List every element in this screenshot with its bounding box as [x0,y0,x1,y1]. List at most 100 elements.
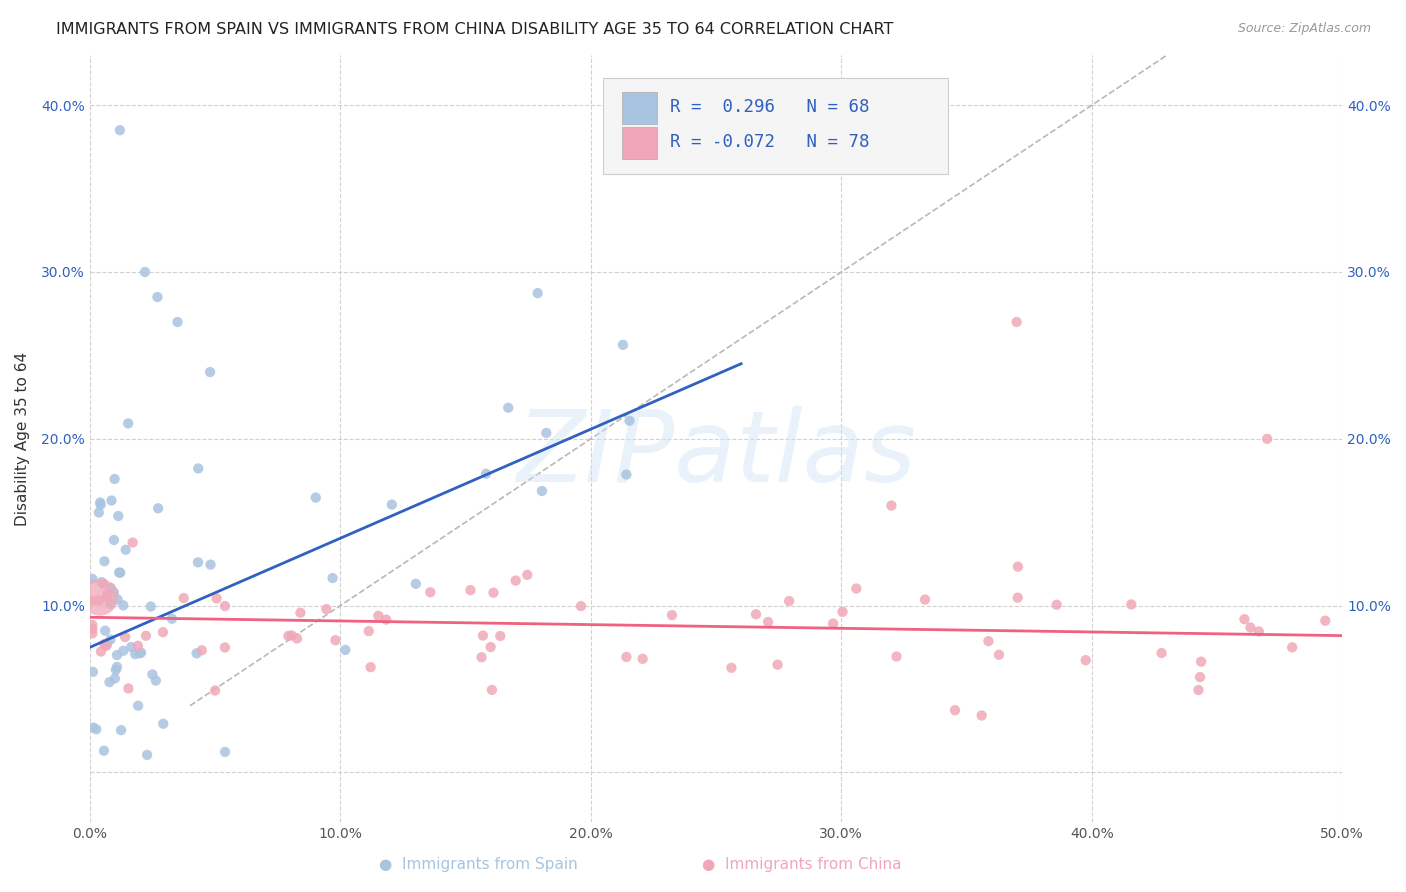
Point [472,629,495,643]
Text: ●  Immigrants from China: ● Immigrants from China [702,857,901,872]
Point [661,608,683,623]
Point [187,555,209,569]
Point [190,643,212,657]
Point [89,591,111,605]
Point [134,265,156,279]
Point [121,535,143,549]
Point [536,425,558,440]
Point [831,605,853,619]
Point [152,625,174,640]
Point [100,581,122,595]
Point [112,644,135,658]
Point [325,633,347,648]
Bar [621,92,657,124]
Point [139,599,162,614]
Point [943,703,966,717]
Point [988,648,1011,662]
Point [204,683,226,698]
Point [108,566,131,580]
Point [127,698,149,713]
Point [82,626,104,640]
Point [616,650,638,665]
Text: ZIPatlas: ZIPatlas [516,406,915,503]
Point [914,592,936,607]
Text: Source: ZipAtlas.com: Source: ZipAtlas.com [1237,22,1371,36]
Bar [621,127,657,159]
Point [305,491,328,505]
Point [766,657,789,672]
Point [146,501,169,516]
Point [114,630,136,644]
Point [277,629,299,643]
Point [93,554,115,568]
Point [128,646,150,660]
Point [103,533,125,547]
Point [96,587,118,601]
Point [107,508,129,523]
FancyBboxPatch shape [603,78,948,174]
Point [1007,591,1029,605]
Point [1150,646,1173,660]
Point [367,608,389,623]
Point [214,599,236,613]
Point [360,660,382,674]
Point [91,576,114,591]
Point [90,575,112,590]
Point [141,667,163,681]
Point [136,747,159,762]
Point [1256,432,1278,446]
Point [357,624,380,638]
Point [823,616,845,631]
Point [104,672,127,686]
Point [381,498,404,512]
Point [173,591,195,605]
Point [96,638,118,652]
Text: R = -0.072   N = 78: R = -0.072 N = 78 [669,133,869,151]
Point [335,643,357,657]
Point [112,599,135,613]
Point [120,640,142,654]
Point [93,637,115,651]
Point [145,673,167,688]
Point [285,632,308,646]
Point [530,483,553,498]
Point [205,591,228,606]
Point [1005,315,1028,329]
Point [290,606,312,620]
Point [405,576,427,591]
Point [482,585,505,599]
Point [89,495,111,509]
Point [375,613,398,627]
Point [87,506,110,520]
Point [105,660,128,674]
Point [84,723,107,737]
Point [631,652,654,666]
Point [94,639,117,653]
Point [720,661,742,675]
Point [612,338,634,352]
Point [419,585,441,599]
Point [98,675,121,690]
Point [104,472,127,486]
Point [569,599,592,613]
Point [970,708,993,723]
Point [778,594,800,608]
Text: IMMIGRANTS FROM SPAIN VS IMMIGRANTS FROM CHINA DISABILITY AGE 35 TO 64 CORRELATI: IMMIGRANTS FROM SPAIN VS IMMIGRANTS FROM… [56,22,894,37]
Point [104,663,127,677]
Point [127,639,149,653]
Point [322,571,344,585]
Point [82,721,104,735]
Point [198,365,221,379]
Point [107,592,129,607]
Point [110,566,132,580]
Point [146,290,169,304]
Point [82,618,104,632]
Point [90,644,112,658]
Point [470,650,492,665]
Point [105,648,128,662]
Point [90,498,112,512]
Point [475,467,498,481]
Point [94,624,117,638]
Point [481,682,503,697]
Point [100,632,122,647]
